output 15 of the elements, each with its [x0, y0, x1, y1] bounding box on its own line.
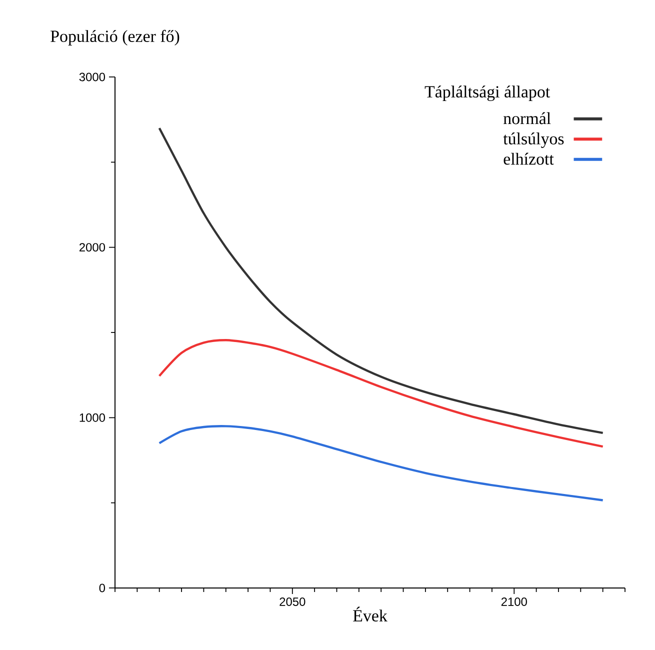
- x-axis-title: Évek: [353, 606, 388, 622]
- y-tick-label: 0: [99, 584, 106, 592]
- y-tick-label: 2000: [79, 243, 106, 252]
- line-series: [158, 425, 604, 502]
- y-axis-title: Populáció (ezer fő): [50, 30, 180, 46]
- x-tick-label: 2100: [501, 598, 527, 606]
- legend-label: normál: [504, 112, 551, 124]
- y-tick-label: 1000: [80, 413, 106, 422]
- x-tick-label: 2050: [280, 598, 306, 606]
- legend-label: elhízott: [504, 152, 554, 165]
- legend-title: Tápláltsági állapot: [424, 86, 550, 102]
- legend-label: túlsúlyos: [503, 132, 564, 148]
- line-series: [158, 339, 604, 448]
- line-series: [158, 126, 604, 434]
- y-tick-label: 3000: [79, 72, 106, 82]
